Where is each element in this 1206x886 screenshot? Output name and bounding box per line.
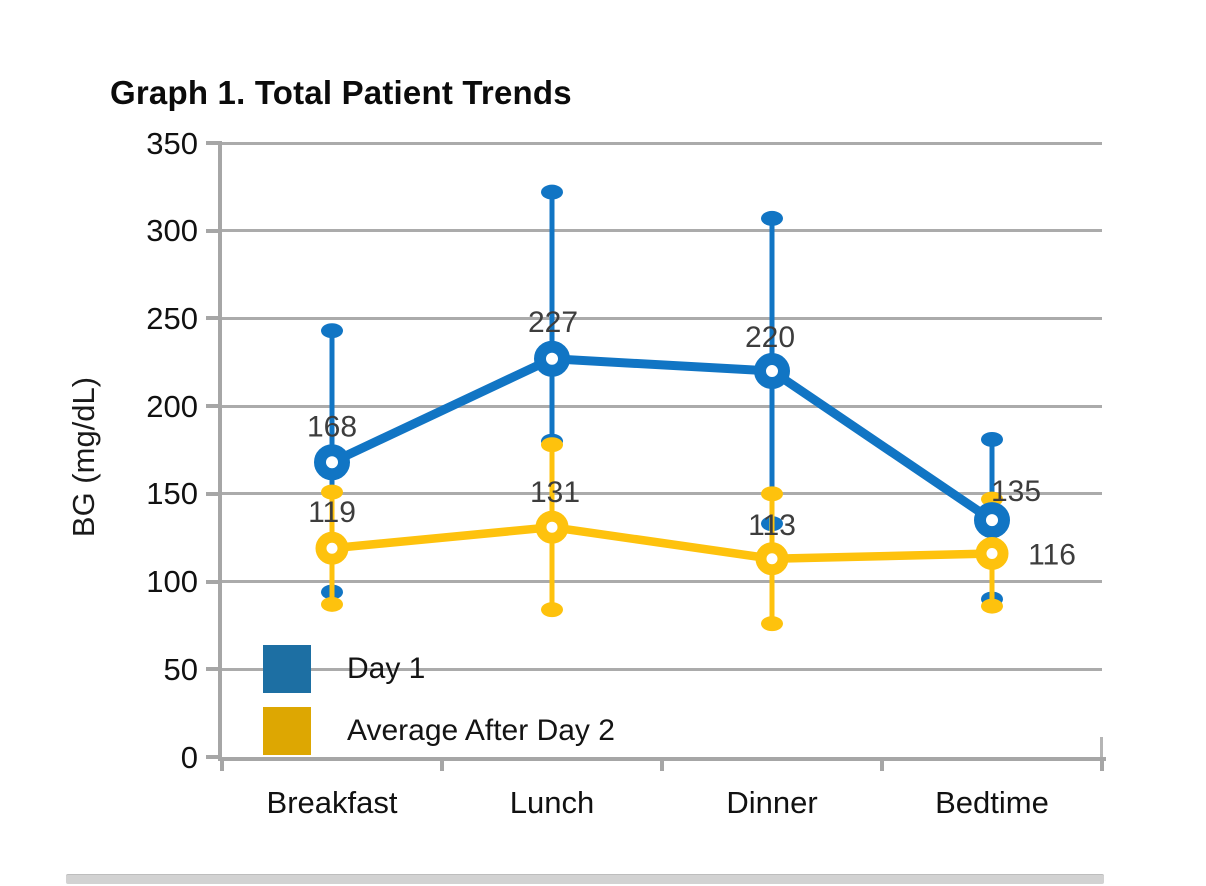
y-tick-mark-150 (206, 491, 222, 496)
y-tick-mark-50 (206, 667, 222, 672)
error-cap-high-1-3 (981, 491, 1003, 507)
y-tick-label-0: 0 (180, 739, 198, 775)
gridline-100 (222, 580, 1102, 584)
gridline-350 (222, 141, 1102, 145)
data-label-1-0: 119 (308, 496, 356, 529)
gridline-200 (222, 404, 1102, 408)
error-cap-low-1-0 (321, 596, 343, 612)
gridline-50 (222, 667, 1102, 671)
horizontal-scrollbar-thumb[interactable] (66, 874, 1104, 884)
y-tick-label-300: 300 (146, 213, 198, 249)
y-tick-mark-350 (206, 141, 222, 145)
marker-1-3 (975, 537, 1009, 571)
data-label-1-1: 131 (530, 476, 580, 509)
y-tick-label-100: 100 (146, 564, 198, 600)
chart-title: Graph 1. Total Patient Trends (110, 74, 572, 111)
x-tick-mark-0 (220, 757, 224, 771)
x-tick-mark-2 (660, 757, 664, 771)
x-tick-label-lunch: Lunch (509, 785, 595, 820)
y-tick-mark-0 (206, 755, 222, 759)
error-cap-low-1-2 (761, 616, 783, 632)
legend-label-1: Average After Day 2 (347, 714, 615, 747)
series-line-0 (327, 354, 997, 525)
data-label-0-3: 135 (991, 475, 1041, 508)
error-cap-low-1-3 (981, 598, 1003, 614)
x-tick-label-bedtime: Bedtime (935, 785, 1049, 820)
x-tick-label-breakfast: Breakfast (266, 785, 398, 820)
marker-1-0 (315, 531, 349, 565)
y-tick-mark-250 (206, 316, 222, 321)
y-tick-mark-100 (206, 579, 222, 584)
x-tick-label-dinner: Dinner (726, 785, 818, 820)
y-tick-label-250: 250 (146, 300, 198, 336)
y-tick-mark-300 (206, 228, 222, 233)
marker-0-3 (974, 502, 1010, 539)
legend-swatch-0 (263, 645, 311, 693)
error-cap-low-1-1 (541, 602, 563, 618)
error-cap-high-1-1 (541, 437, 563, 453)
y-tick-label-350: 350 (146, 125, 198, 161)
legend-item-0: Day 1 (263, 645, 425, 693)
plot-area: 168 227 220 135 119 131 113 116 (222, 141, 1102, 757)
error-cap-high-1-0 (321, 484, 343, 500)
y-tick-label-200: 200 (146, 388, 198, 424)
y-axis-line (218, 143, 222, 761)
marker-0-0 (314, 444, 350, 481)
data-label-1-3: 116 (1028, 539, 1076, 572)
legend-swatch-1 (263, 707, 311, 755)
series-layer: 168 227 220 135 119 131 113 116 (307, 184, 1076, 632)
y-tick-mark-200 (206, 404, 222, 409)
error-cap-high-0-3 (981, 431, 1003, 447)
error-cap-high-0-2 (761, 210, 783, 226)
legend-item-1: Average After Day 2 (263, 707, 615, 755)
y-tick-label-150: 150 (146, 476, 198, 512)
data-label-0-0: 168 (307, 410, 357, 443)
error-cap-high-0-0 (321, 323, 343, 339)
x-tick-mark-3 (880, 757, 884, 771)
y-tick-label-50: 50 (163, 651, 198, 687)
x-tick-mark-1 (440, 757, 444, 771)
series-line-1 (327, 522, 997, 564)
marker-0-1 (534, 340, 570, 377)
gridline-150 (222, 492, 1102, 496)
marker-1-2 (755, 542, 789, 576)
plot-right-edge-stub (1100, 737, 1103, 757)
data-label-1-2: 113 (748, 509, 796, 542)
gridline-300 (222, 229, 1102, 233)
marker-1-1 (535, 510, 569, 544)
legend-label-0: Day 1 (347, 652, 426, 685)
error-cap-high-0-1 (541, 184, 563, 200)
data-label-0-2: 220 (745, 321, 795, 354)
error-cap-high-1-2 (761, 486, 783, 502)
x-tick-mark-4 (1100, 757, 1104, 771)
marker-0-2 (754, 353, 790, 390)
gridline-250 (222, 316, 1102, 320)
data-label-0-1: 227 (528, 306, 578, 339)
